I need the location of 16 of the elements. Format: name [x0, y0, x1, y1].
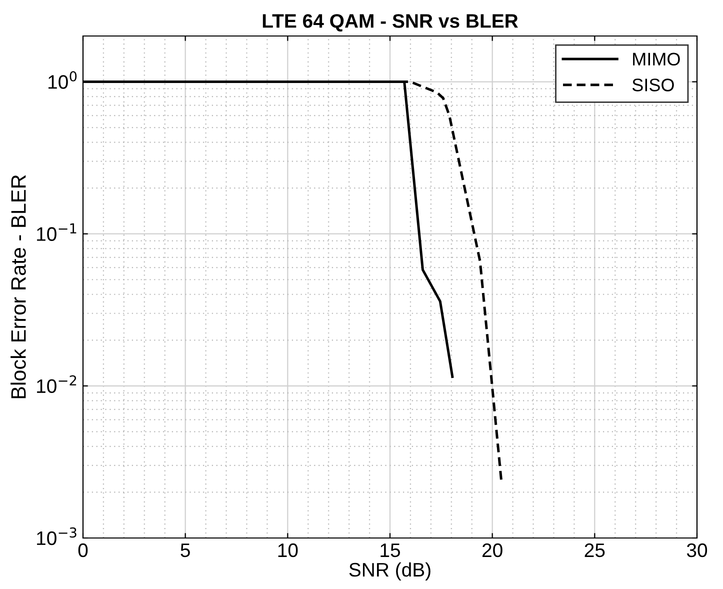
x-tick-label: 20: [482, 543, 502, 558]
y-tick-label: 10$^{−2}$: [37, 375, 76, 394]
y-tick-label: 10$^{0}$: [48, 71, 77, 89]
x-tick-label: 30: [686, 543, 708, 558]
x-tick-label: 10: [278, 543, 298, 558]
y-axis-title: Block Error Rate - BLER: [10, 175, 26, 398]
y-tick-label: 10$^{−3}$: [37, 527, 76, 546]
x-axis-title: SNR (dB): [349, 562, 430, 580]
legend-label: SISO: [632, 78, 674, 92]
x-tick-label: 25: [584, 543, 605, 558]
y-tick-label: 10$^{−1}$: [37, 223, 76, 241]
legend-label: MIMO: [633, 52, 680, 66]
chart-title: LTE 64 QAM - SNR vs BLER: [262, 14, 518, 32]
x-tick-label: 5: [180, 544, 190, 558]
x-tick-label: 0: [78, 543, 88, 558]
x-tick-label: 15: [380, 544, 400, 558]
